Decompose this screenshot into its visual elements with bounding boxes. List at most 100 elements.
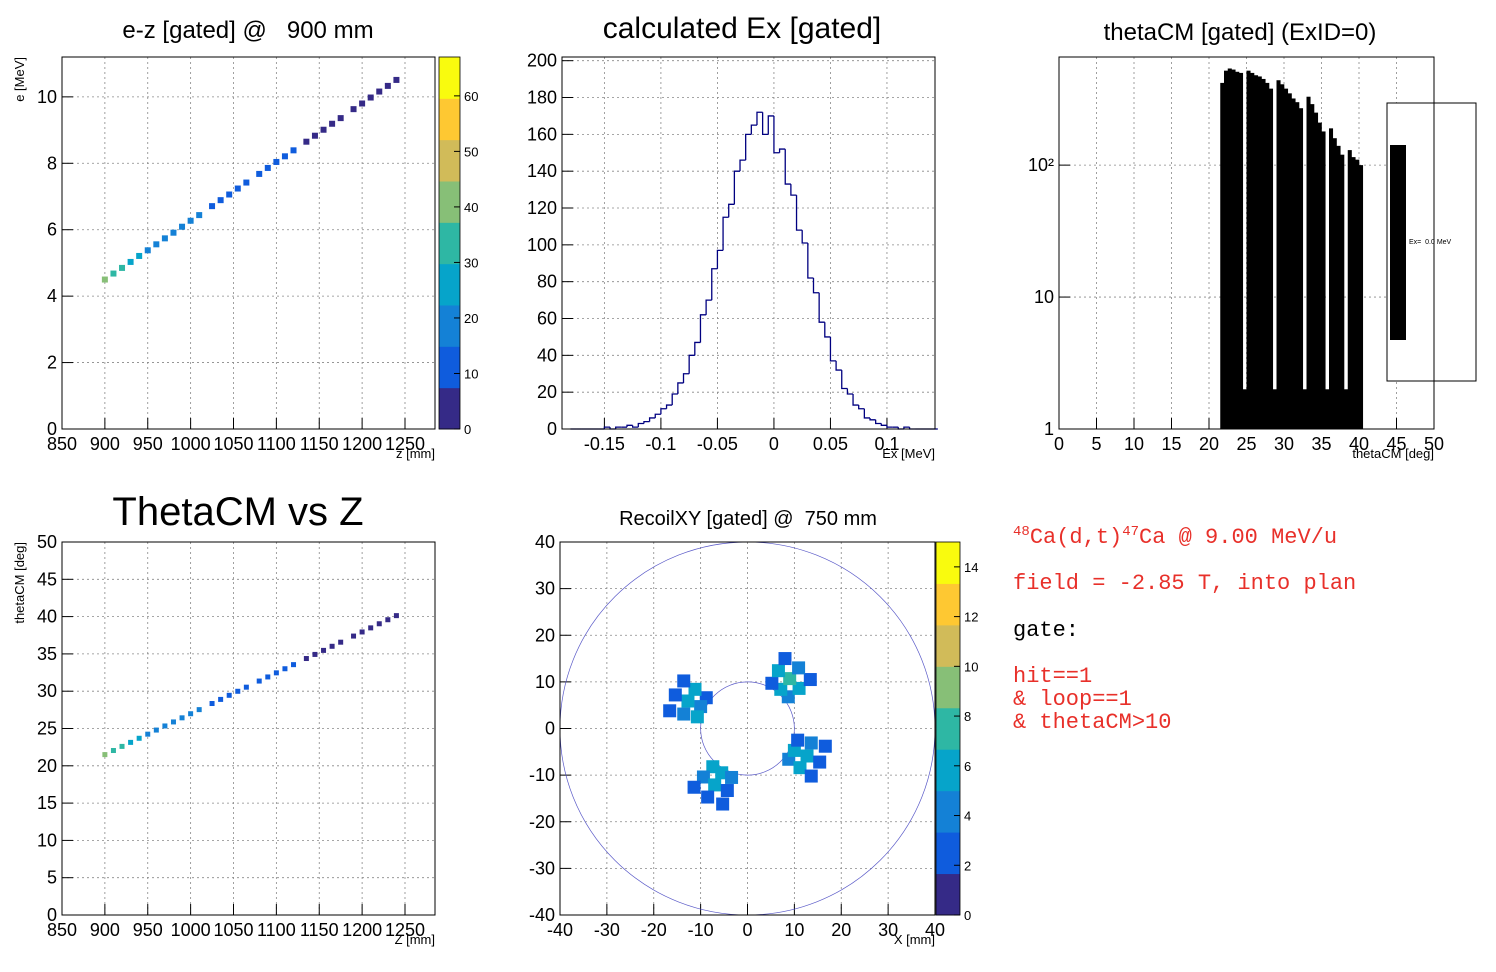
data-cell [663,704,677,718]
x-tick-label: 0.1 [874,434,899,454]
colorbar-band [439,263,460,306]
histogram-step [824,322,831,338]
histogram-step [699,314,707,343]
data-cell [393,613,399,619]
data-cell [264,164,271,171]
data-cell [804,769,818,783]
colorbar-label: 60 [464,89,478,104]
colorbar-band [439,387,460,430]
x-tick-label: 45 [1386,434,1406,454]
x-tick-label: 40 [1349,434,1369,454]
data-cell [359,629,365,635]
histogram-step [688,354,695,374]
data-cell [725,770,739,784]
histogram-step [677,382,684,395]
histogram-step [745,133,752,161]
histogram-step [682,373,690,383]
colorbar-band [439,346,460,389]
histogram-bar [1265,82,1270,429]
x-tick-label: 1050 [213,920,253,940]
data-cell [153,727,159,733]
x-tick-label: 40 [925,920,945,940]
histogram-bar [1336,145,1341,429]
y-tick-label: -10 [529,765,555,785]
y-tick-label: 4 [47,286,57,306]
histogram-step [784,149,791,185]
histogram-bar [1250,72,1255,429]
colorbar-band [936,666,960,709]
histogram-bar [1332,138,1337,429]
x-tick-label: -40 [547,920,573,940]
data-cell [170,719,176,725]
histogram-step [626,424,633,428]
histogram-step [728,203,735,218]
histogram-step [829,336,837,362]
y-tick-label: 200 [527,51,557,71]
x-tick-label: 950 [133,920,163,940]
data-cell [234,185,241,192]
x-tick-label: 1250 [385,434,425,454]
data-cell [273,670,279,676]
y-tick-label: 0 [47,419,57,439]
x-tick-label: 1050 [213,434,253,454]
legend-swatch [1390,145,1406,340]
data-cell [771,664,785,678]
histogram-step [812,277,820,294]
histogram-step [705,299,712,315]
data-cell [243,684,249,690]
data-cell [226,191,233,198]
data-cell [281,153,288,160]
gate-title: gate: [1013,618,1079,643]
data-cell [681,694,695,708]
axis-frame [61,56,436,430]
gate-line: hit==1 [1013,664,1092,689]
histogram-bar [1280,84,1285,429]
histogram-step [801,230,808,244]
histogram-bar [1220,82,1225,429]
colorbar-label: 0 [964,908,971,923]
y-tick-label: 10² [1028,155,1054,175]
y-tick-label: 120 [527,198,557,218]
y-tick-label: 25 [37,719,57,739]
data-cell [690,710,704,724]
histogram-bar [1284,88,1289,430]
gate-line: & thetaCM>10 [1013,710,1171,735]
data-cell [708,778,722,792]
histogram-bar [1359,165,1364,429]
data-cell [765,676,779,690]
chart-title: ThetaCM vs Z [112,490,363,534]
data-cell [179,223,186,230]
y-tick-label: 10 [37,830,57,850]
colorbar-frame [935,541,961,916]
reaction-text: Ca(d,t) [1030,525,1122,550]
colorbar-band [439,181,460,223]
x-tick-label: -0.05 [697,434,738,454]
data-cell [209,701,215,707]
x-tick-label: -20 [641,920,667,940]
data-cell [818,739,832,753]
histogram-step [603,426,611,429]
data-cell [376,88,383,95]
data-cell [783,672,797,686]
data-cell [303,138,310,145]
histogram-step [722,216,729,251]
histogram-bar [1310,104,1315,430]
y-tick-label: -20 [529,812,555,832]
data-cell [217,197,224,204]
histogram-step [835,360,842,371]
histogram-bar [1227,68,1232,430]
x-tick-label: 1250 [385,920,425,940]
y-tick-label: 30 [535,579,555,599]
reaction-text: Ca @ 9.00 MeV/u [1139,525,1337,550]
y-tick-label: -40 [529,905,555,925]
data-cell [119,264,126,271]
histogram-step [807,243,814,279]
chart-title: e-z [gated] @ 900 mm [122,17,373,44]
histogram-step [869,417,876,421]
colorbar-label: 6 [964,759,971,774]
histogram-bar [1306,96,1311,429]
colorbar-label: 10 [964,659,978,674]
y-tick-label: 100 [527,235,557,255]
